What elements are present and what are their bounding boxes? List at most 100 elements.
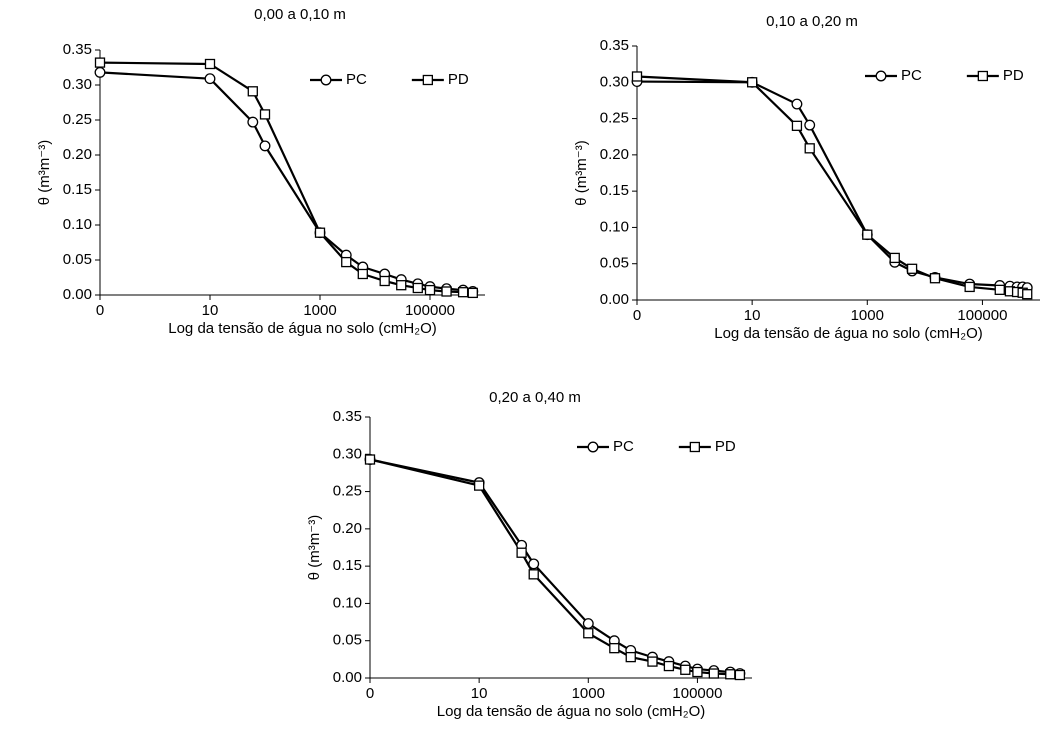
x-tick-label: 10 — [202, 302, 219, 319]
chart-title: 0,20 a 0,40 m — [489, 389, 581, 406]
marker — [708, 668, 720, 679]
marker — [583, 628, 594, 639]
y-axis-label: θ (m³m⁻³) — [306, 515, 323, 580]
x-tick-label: 10 — [744, 307, 761, 324]
x-tick-label: 0 — [633, 307, 641, 324]
y-tick-label: 0.35 — [63, 41, 92, 58]
y-tick-label: 0.20 — [63, 146, 92, 163]
marker — [791, 98, 803, 110]
marker — [259, 109, 271, 120]
marker — [364, 454, 376, 465]
y-tick-label: 0.20 — [333, 520, 362, 537]
x-tick-label: 10 — [471, 685, 488, 702]
y-tick-label: 0.15 — [63, 181, 92, 198]
y-tick-label: 0.00 — [600, 291, 629, 308]
y-tick-label: 0.35 — [333, 408, 362, 425]
marker — [804, 143, 815, 154]
marker — [889, 252, 900, 264]
marker — [692, 666, 703, 678]
y-tick-label: 0.30 — [600, 73, 629, 90]
y-tick-label: 0.35 — [600, 37, 629, 54]
marker — [473, 480, 485, 491]
y-tick-label: 0.05 — [600, 255, 629, 272]
legend-label: PD — [715, 438, 736, 455]
marker — [259, 140, 271, 152]
marker — [609, 643, 620, 654]
marker — [247, 116, 259, 128]
marker — [357, 268, 368, 280]
y-tick-label: 0.10 — [600, 218, 629, 235]
legend-label: PC — [613, 438, 634, 455]
legend-label: PC — [346, 71, 367, 88]
x-tick-label: 100000 — [957, 307, 1007, 324]
y-tick-label: 0.25 — [63, 111, 92, 128]
marker — [746, 77, 758, 88]
marker — [734, 669, 746, 681]
series-line — [369, 458, 741, 675]
marker — [862, 229, 873, 240]
series-line — [99, 71, 473, 293]
marker — [582, 618, 594, 630]
marker — [680, 664, 691, 675]
marker — [528, 569, 539, 580]
marker — [964, 281, 975, 293]
x-tick-label: 0 — [96, 302, 104, 319]
x-tick-label: 100000 — [672, 685, 722, 702]
legend-label: PD — [1003, 67, 1024, 84]
legend-marker — [587, 441, 599, 453]
marker — [441, 286, 452, 297]
y-tick-label: 0.00 — [333, 669, 362, 686]
marker — [528, 558, 540, 570]
y-axis-label: θ (m³m⁻³) — [573, 140, 590, 205]
marker — [791, 120, 803, 131]
legend-marker — [875, 70, 887, 82]
x-tick-label: 100000 — [405, 302, 455, 319]
marker — [412, 282, 423, 294]
marker — [314, 227, 326, 238]
legend-marker — [977, 70, 988, 82]
y-tick-label: 0.30 — [63, 76, 92, 93]
marker — [906, 263, 918, 274]
chart-title: 0,00 a 0,10 m — [254, 6, 346, 23]
marker — [625, 651, 636, 663]
y-tick-label: 0.05 — [333, 632, 362, 649]
marker — [379, 275, 390, 287]
legend-marker — [320, 74, 332, 86]
x-axis-label: Log da tensão de água no solo (cmH₂O) — [714, 325, 982, 342]
y-tick-label: 0.10 — [333, 594, 362, 611]
y-tick-label: 0.15 — [333, 557, 362, 574]
series-line — [369, 458, 740, 677]
y-tick-label: 0.05 — [63, 251, 92, 268]
y-tick-label: 0.25 — [600, 110, 629, 127]
x-tick-label: 0 — [366, 685, 374, 702]
marker — [94, 57, 106, 68]
y-tick-label: 0.25 — [333, 483, 362, 500]
y-tick-label: 0.30 — [333, 445, 362, 462]
y-tick-label: 0.10 — [63, 216, 92, 233]
chart-title: 0,10 a 0,20 m — [766, 13, 858, 30]
marker — [663, 660, 675, 672]
legend-label: PC — [901, 67, 922, 84]
marker — [647, 656, 658, 667]
marker — [247, 86, 258, 97]
x-axis-label: Log da tensão de água no solo (cmH₂O) — [437, 703, 705, 720]
x-tick-label: 1000 — [572, 685, 605, 702]
y-tick-label: 0.15 — [600, 182, 629, 199]
marker — [204, 73, 216, 85]
marker — [994, 284, 1005, 295]
marker — [341, 256, 352, 268]
y-tick-label: 0.20 — [600, 146, 629, 163]
legend-label: PD — [448, 71, 469, 88]
x-axis-label: Log da tensão de água no solo (cmH₂O) — [168, 320, 436, 337]
marker — [725, 669, 736, 680]
marker — [516, 547, 527, 558]
y-axis-label: θ (m³m⁻³) — [36, 140, 53, 205]
series-line — [636, 75, 1028, 296]
x-tick-label: 1000 — [303, 302, 336, 319]
marker — [204, 58, 216, 70]
series-line — [636, 80, 1028, 289]
y-tick-label: 0.00 — [63, 286, 92, 303]
marker — [929, 273, 941, 284]
marker — [1022, 289, 1033, 300]
